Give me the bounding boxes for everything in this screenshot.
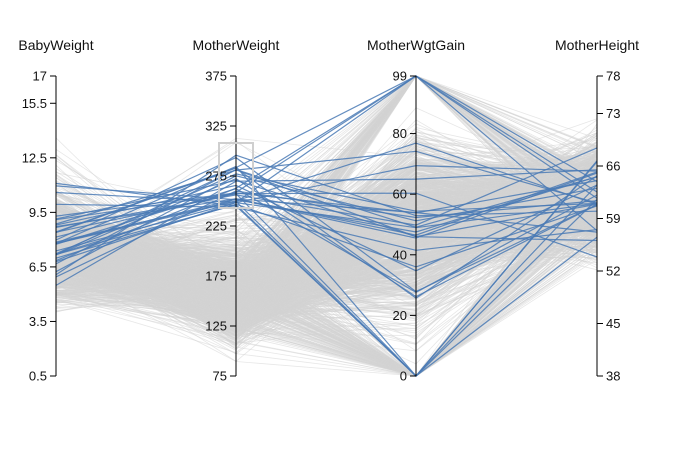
tick-label: 80 [393, 126, 407, 141]
tick-label: 9.5 [29, 205, 47, 220]
tick-label: 175 [205, 269, 227, 284]
tick-label: 20 [393, 308, 407, 323]
brush-selection[interactable] [218, 142, 254, 209]
axis-babyweight[interactable]: BabyWeight 17 15.5 12.5 9.5 6.5 3.5 0.5 [18, 37, 93, 384]
selected-record-line [55, 164, 598, 252]
unselected-record-line [55, 134, 598, 306]
selected-record-line [55, 198, 598, 244]
tick-label: 3.5 [29, 314, 47, 329]
selected-record-line [55, 75, 598, 233]
selected-record-line [55, 156, 598, 293]
tick-label: 75 [213, 369, 227, 384]
selected-record-line [55, 75, 598, 238]
axis-motherwgtgain[interactable]: MotherWgtGain 99 80 60 40 20 0 [367, 37, 465, 384]
unselected-record-line [55, 178, 598, 322]
selected-record-line [55, 75, 598, 262]
tick-label: 66 [606, 159, 620, 174]
unselected-record-line [55, 176, 598, 249]
selected-record-line [55, 184, 598, 377]
tick-label: 59 [606, 211, 620, 226]
axis-motherweight[interactable]: MotherWeight 375 325 275 225 175 125 75 [193, 37, 280, 384]
unselected-record-line [55, 217, 598, 377]
unselected-record-line [55, 156, 598, 252]
tick-label: 40 [393, 247, 407, 262]
unselected-record-line [55, 170, 598, 320]
axis-title: BabyWeight [18, 37, 93, 53]
selected-record-line [55, 171, 598, 236]
unselected-record-line [55, 181, 598, 377]
selected-record-line [55, 182, 598, 377]
tick-label: 125 [205, 319, 227, 334]
unselected-record-line [55, 75, 598, 303]
unselected-record-line [55, 75, 598, 277]
unselected-record-line [55, 75, 598, 271]
selected-record-line [55, 201, 598, 263]
tick-label: 38 [606, 369, 620, 384]
unselected-record-line [55, 211, 598, 285]
tick-label: 325 [205, 119, 227, 134]
unselected-record-line [55, 223, 598, 323]
unselected-record-line [55, 151, 598, 377]
tick-label: 0.5 [29, 369, 47, 384]
axes: BabyWeight 17 15.5 12.5 9.5 6.5 3.5 0.5 MotherWe… [18, 37, 639, 384]
tick-label: 225 [205, 219, 227, 234]
tick-label: 12.5 [22, 150, 47, 165]
foreground-lines [55, 75, 598, 377]
selected-record-line [55, 75, 598, 203]
tick-label: 45 [606, 316, 620, 331]
unselected-record-line [55, 208, 598, 307]
selected-record-line [55, 192, 598, 258]
tick-label: 99 [393, 69, 407, 84]
tick-label: 73 [606, 106, 620, 121]
unselected-record-line [55, 159, 598, 296]
axis-motherheight[interactable]: MotherHeight 78 73 66 59 52 45 38 [555, 37, 639, 384]
selected-record-line [55, 178, 598, 298]
tick-label: 275 [205, 169, 227, 184]
selected-record-line [55, 180, 598, 217]
tick-label: 52 [606, 264, 620, 279]
unselected-record-line [55, 231, 598, 377]
axis-title: MotherWgtGain [367, 37, 465, 53]
tick-label: 17 [33, 69, 47, 84]
unselected-record-line [55, 225, 598, 326]
tick-label: 60 [393, 187, 407, 202]
axis-title: MotherWeight [193, 37, 280, 53]
tick-label: 375 [205, 69, 227, 84]
selected-record-line [55, 173, 598, 255]
unselected-record-line [55, 176, 598, 377]
unselected-record-line [55, 211, 598, 330]
tick-label: 6.5 [29, 259, 47, 274]
unselected-record-line [55, 190, 598, 305]
tick-label: 0 [400, 369, 407, 384]
unselected-record-line [55, 217, 598, 283]
unselected-record-line [55, 75, 598, 283]
axis-title: MotherHeight [555, 37, 639, 53]
unselected-record-line [55, 170, 598, 377]
selected-record-line [55, 176, 598, 233]
selected-record-line [55, 203, 598, 251]
tick-label: 78 [606, 69, 620, 84]
tick-label: 15.5 [22, 96, 47, 111]
unselected-record-line [55, 239, 598, 317]
selected-record-line [55, 147, 598, 228]
selected-record-line [55, 169, 598, 286]
unselected-record-line [55, 221, 598, 377]
